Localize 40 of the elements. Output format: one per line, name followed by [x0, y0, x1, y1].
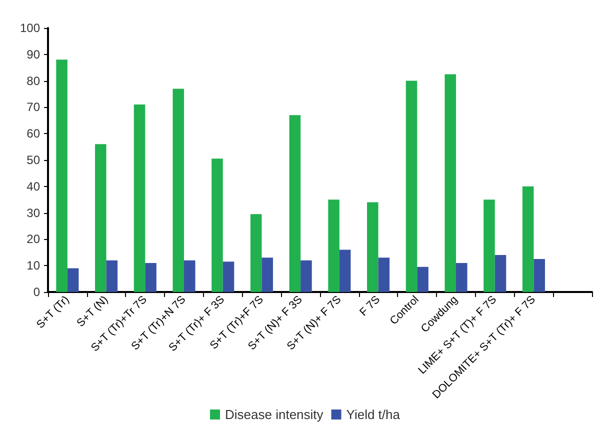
bar: [172, 88, 184, 292]
legend-label: Yield t/ha: [346, 407, 401, 422]
bar: [328, 200, 340, 292]
bar: [262, 258, 273, 292]
y-tick-label: 60: [26, 126, 40, 141]
bar: [522, 186, 534, 292]
bar: [339, 250, 351, 292]
y-tick-label: 80: [26, 74, 40, 88]
y-tick-label: 70: [26, 100, 40, 114]
bar: [534, 259, 545, 292]
y-tick-label: 40: [26, 179, 40, 194]
bar: [300, 260, 312, 292]
bar: [95, 144, 106, 292]
bar: [367, 202, 378, 292]
bar: [494, 255, 506, 292]
bar: [184, 260, 196, 292]
y-tick-label: 100: [20, 21, 40, 35]
bar: [406, 80, 418, 292]
bar: [456, 262, 468, 292]
bar: [145, 262, 156, 292]
bar: [212, 158, 223, 292]
y-tick-label: 30: [26, 206, 40, 220]
bar: [444, 74, 456, 292]
bar: [56, 60, 68, 292]
legend-label: Disease intensity: [225, 407, 324, 422]
y-tick-label: 20: [26, 232, 40, 246]
bar: [484, 200, 495, 292]
bar: [417, 266, 428, 292]
y-tick-label: 50: [26, 153, 40, 167]
bar: [67, 268, 79, 292]
bar: [134, 104, 146, 292]
bar: [250, 214, 262, 292]
y-tick-label: 10: [26, 258, 40, 273]
bar: [289, 115, 301, 292]
bar: [106, 260, 118, 292]
x-tick-label: F 7S: [358, 294, 383, 319]
y-tick-label: 0: [33, 285, 40, 299]
y-tick-label: 90: [26, 47, 40, 62]
bar: [378, 258, 390, 292]
bar: [222, 262, 234, 292]
